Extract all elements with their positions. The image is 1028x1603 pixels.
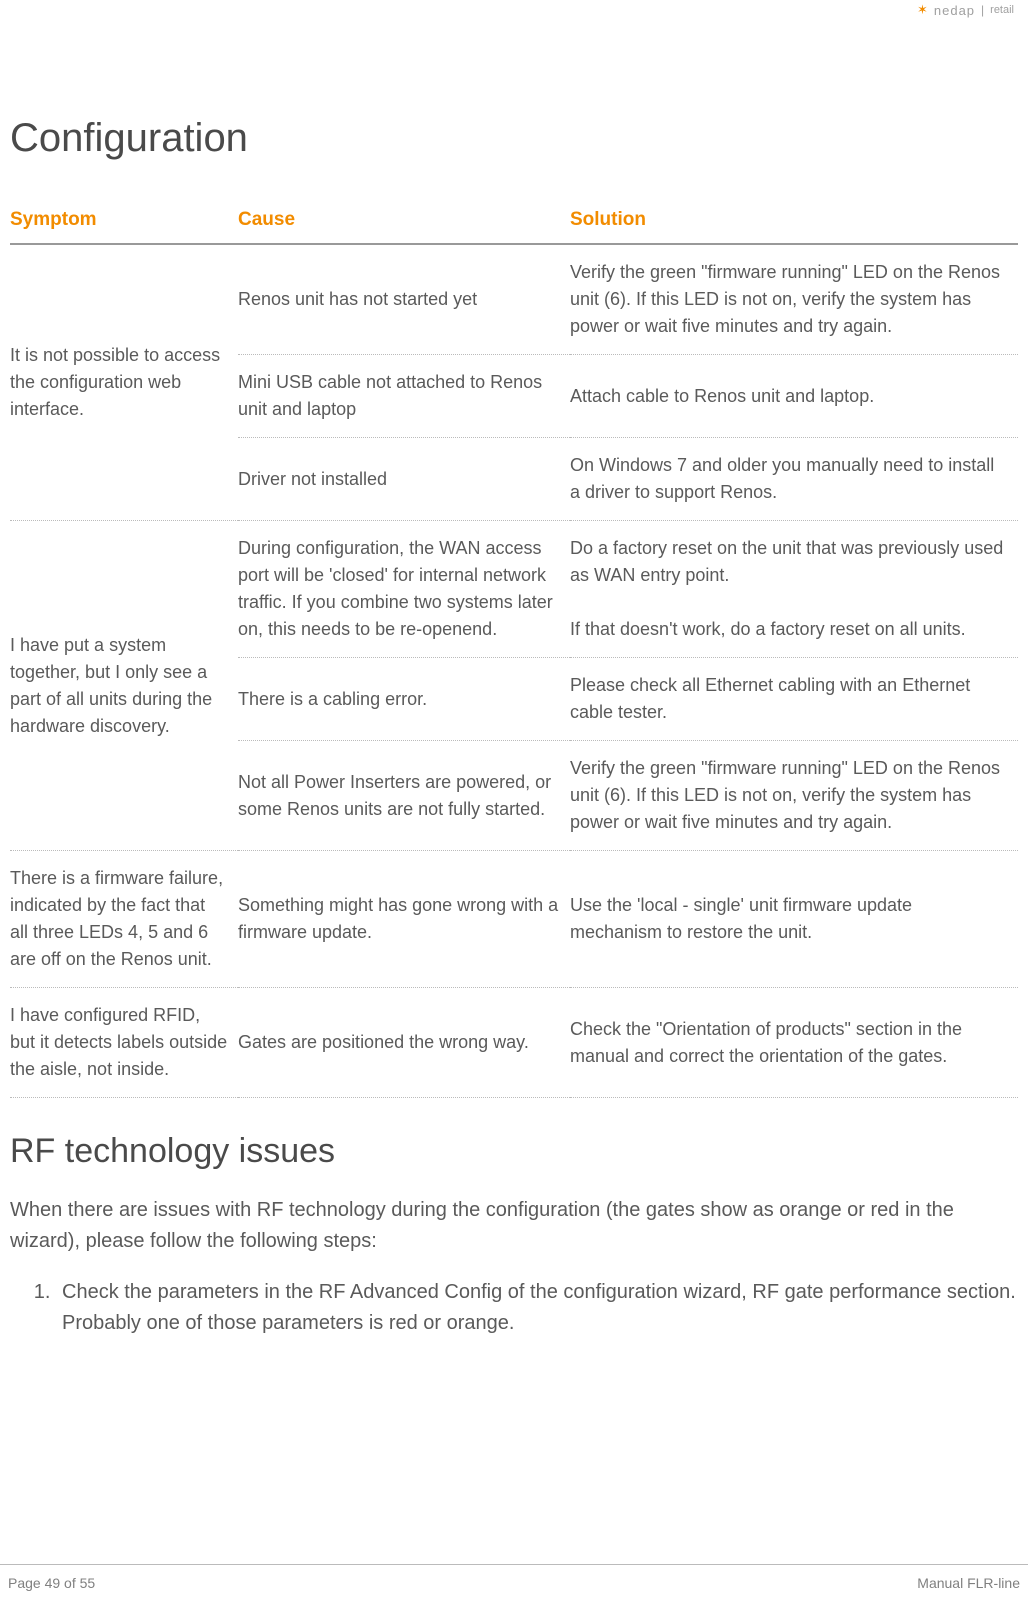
brand-logo: ✶ nedap | retail	[917, 2, 1014, 18]
footer-doc-title: Manual FLR-line	[917, 1575, 1020, 1591]
cause-cell: There is a cabling error.	[238, 658, 570, 741]
divider-icon: |	[981, 3, 984, 17]
solution-cell: Verify the green "firmware running" LED …	[570, 741, 1018, 851]
solution-cell: Do a factory reset on the unit that was …	[570, 521, 1018, 658]
symptom-cell: There is a firmware failure, indicated b…	[10, 851, 238, 988]
solution-cell: Use the 'local - single' unit firmware u…	[570, 851, 1018, 988]
solution-cell: On Windows 7 and older you manually need…	[570, 438, 1018, 521]
solution-cell: Attach cable to Renos unit and laptop.	[570, 355, 1018, 438]
brand-word: nedap	[934, 3, 975, 18]
cause-cell: Mini USB cable not attached to Renos uni…	[238, 355, 570, 438]
cause-cell: Driver not installed	[238, 438, 570, 521]
troubleshooting-table: Symptom Cause Solution It is not possibl…	[10, 201, 1018, 1098]
rf-intro-paragraph: When there are issues with RF technology…	[10, 1195, 1018, 1257]
cause-cell: During configuration, the WAN access por…	[238, 521, 570, 658]
column-header-cause: Cause	[238, 201, 570, 244]
column-header-solution: Solution	[570, 201, 1018, 244]
brand-suffix: retail	[990, 4, 1014, 16]
section-title-rf: RF technology issues	[10, 1132, 1018, 1171]
cause-cell: Something might has gone wrong with a fi…	[238, 851, 570, 988]
page-footer: Page 49 of 55 Manual FLR-line	[0, 1564, 1028, 1603]
solution-cell: Verify the green "firmware running" LED …	[570, 244, 1018, 355]
symptom-cell: It is not possible to access the configu…	[10, 244, 238, 521]
cause-cell: Renos unit has not started yet	[238, 244, 570, 355]
symptom-cell: I have configured RFID, but it detects l…	[10, 988, 238, 1098]
footer-page-number: Page 49 of 55	[8, 1575, 95, 1591]
solution-cell: Please check all Ethernet cabling with a…	[570, 658, 1018, 741]
column-header-symptom: Symptom	[10, 201, 238, 244]
page-header: ✶ nedap | retail	[8, 0, 1020, 20]
symptom-cell: I have put a system together, but I only…	[10, 521, 238, 851]
list-item: Check the parameters in the RF Advanced …	[56, 1277, 1018, 1339]
star-icon: ✶	[917, 2, 928, 18]
cause-cell: Not all Power Inserters are powered, or …	[238, 741, 570, 851]
page-content: Configuration Symptom Cause Solution It …	[8, 116, 1020, 1339]
section-title-configuration: Configuration	[10, 116, 1018, 161]
solution-cell: Check the "Orientation of products" sect…	[570, 988, 1018, 1098]
rf-steps-list: Check the parameters in the RF Advanced …	[10, 1277, 1018, 1339]
cause-cell: Gates are positioned the wrong way.	[238, 988, 570, 1098]
